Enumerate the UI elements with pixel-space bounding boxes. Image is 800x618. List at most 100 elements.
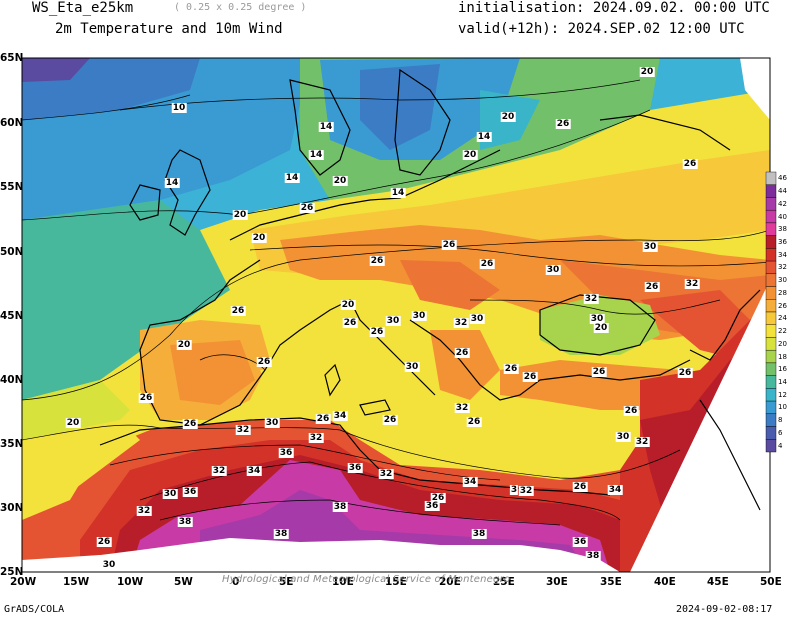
lon-label-10w: 10W [117, 576, 144, 588]
contour-value-label: 30 [101, 560, 117, 570]
lat-label-35n: 35N [0, 438, 24, 450]
contour-value-label: 34 [246, 466, 262, 476]
contour-value-label: 20 [639, 67, 655, 77]
contour-value-label: 20 [340, 300, 356, 310]
contour-value-label: 30 [411, 311, 427, 321]
colorbar-swatch [765, 299, 777, 313]
contour-value-label: 26 [466, 417, 482, 427]
colorbar-label: 42 [778, 199, 787, 208]
contour-value-label: 30 [469, 314, 485, 324]
colorbar-swatch [765, 286, 777, 300]
contour-value-label: 26 [677, 368, 693, 378]
contour-value-label: 26 [369, 327, 385, 337]
colorbar-swatch [765, 337, 777, 351]
contour-value-label: 30 [589, 314, 605, 324]
contour-value-label: 30 [545, 265, 561, 275]
lon-label-0: 0 [232, 576, 240, 588]
colorbar-swatch [765, 311, 777, 325]
colorbar-label: 22 [778, 327, 787, 336]
contour-value-label: 32 [518, 486, 534, 496]
contour-value-label: 30 [264, 418, 280, 428]
contour-value-label: 20 [593, 323, 609, 333]
lon-label-30e: 30E [546, 576, 568, 588]
lat-label-55n: 55N [0, 181, 24, 193]
contour-value-label: 26 [369, 256, 385, 266]
contour-value-label: 26 [230, 306, 246, 316]
lon-label-5e: 5E [279, 576, 294, 588]
colorbar-label: 28 [778, 288, 787, 297]
colorbar-swatch [765, 273, 777, 287]
contour-value-label: 32 [378, 469, 394, 479]
contour-value-label: 26 [572, 482, 588, 492]
contour-value-label: 38 [585, 551, 601, 561]
colorbar-swatch [765, 349, 777, 364]
generation-timestamp: 2024-09-02-08:17 [676, 604, 773, 615]
lat-label-65n: 65N [0, 52, 24, 64]
contour-value-label: 26 [644, 282, 660, 292]
colorbar-label: 16 [778, 365, 787, 374]
contour-value-label: 38 [177, 517, 193, 527]
contour-value-label: 32 [454, 403, 470, 413]
contour-value-label: 32 [211, 466, 227, 476]
contour-value-label: 36 [572, 537, 588, 547]
contour-value-label: 26 [96, 537, 112, 547]
contour-value-label: 26 [182, 419, 198, 429]
colorbar-label: 40 [778, 212, 787, 221]
init-time: initialisation: 2024.09.02. 00:00 UTC [458, 0, 770, 16]
contour-value-label: 30 [642, 242, 658, 252]
resolution-note: ( 0.25 x 0.25 degree ) [174, 2, 307, 13]
contour-value-label: 26 [591, 367, 607, 377]
colorbar-swatch [765, 400, 777, 415]
contour-value-label: 14 [318, 122, 334, 132]
lon-label-20e: 20E [439, 576, 461, 588]
colorbar-label: 18 [778, 352, 787, 361]
contour-value-label: 20 [500, 112, 516, 122]
colorbar-label: 30 [778, 276, 787, 285]
contour-value-label: 26 [441, 240, 457, 250]
lat-label-25n: 25N [0, 566, 24, 578]
colorbar-swatch [765, 375, 777, 389]
contour-value-label: 32 [308, 433, 324, 443]
colorbar-swatch [765, 248, 777, 262]
lon-label-35e: 35E [600, 576, 622, 588]
software-credit: GrADS/COLA [4, 604, 65, 615]
colorbar-label: 4 [778, 441, 783, 450]
contour-value-label: 26 [503, 364, 519, 374]
contour-value-label: 3 [509, 485, 519, 495]
contour-value-label: 26 [682, 159, 698, 169]
contour-value-label: 30 [404, 362, 420, 372]
colorbar-label: 46 [778, 174, 787, 183]
colorbar-label: 10 [778, 403, 787, 412]
contour-value-label: 38 [471, 529, 487, 539]
lon-label-45e: 45E [707, 576, 729, 588]
colorbar-label: 32 [778, 263, 787, 272]
lon-label-50e: 50E [760, 576, 782, 588]
colorbar-swatch [765, 184, 777, 198]
colorbar-label: 20 [778, 339, 787, 348]
contour-value-label: 36 [278, 448, 294, 458]
model-name: WS_Eta_e25km [32, 0, 134, 16]
colorbar-swatch [765, 413, 777, 427]
contour-value-label: 26 [430, 493, 446, 503]
lat-label-45n: 45N [0, 310, 24, 322]
colorbar-swatch [765, 324, 777, 338]
colorbar-label: 6 [778, 428, 783, 437]
contour-value-label: 34 [607, 485, 623, 495]
colorbar-swatch [765, 197, 777, 211]
colorbar-label: 36 [778, 238, 787, 246]
contour-value-label: 30 [162, 489, 178, 499]
contour-value-label: 32 [583, 294, 599, 304]
lat-label-30n: 30N [0, 502, 24, 514]
contour-value-label: 34 [462, 477, 478, 487]
colorbar-label: 8 [778, 416, 783, 425]
lon-label-20w: 20W [10, 576, 37, 588]
contour-value-label: 32 [684, 279, 700, 289]
lat-label-50n: 50N [0, 246, 24, 258]
colorbar-swatch [765, 439, 777, 453]
contour-value-label: 14 [284, 173, 300, 183]
colorbar-swatch [765, 222, 777, 236]
contour-value-label: 20 [332, 176, 348, 186]
contour-value-label: 36 [182, 487, 198, 497]
lat-label-40n: 40N [0, 374, 24, 386]
